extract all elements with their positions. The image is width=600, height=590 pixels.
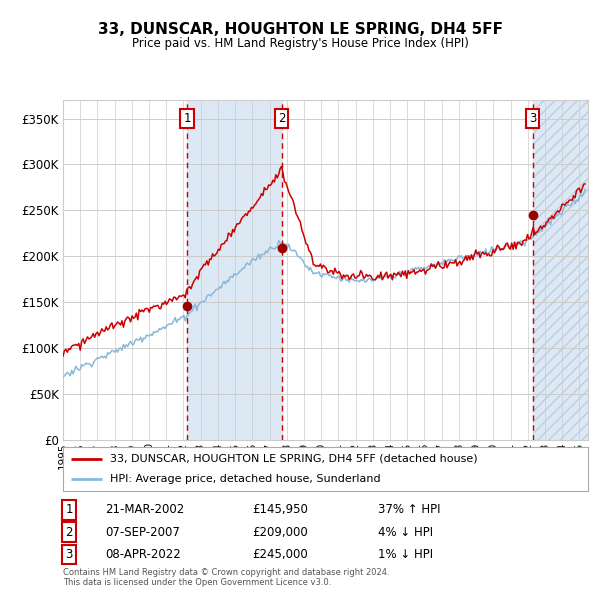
Text: 33, DUNSCAR, HOUGHTON LE SPRING, DH4 5FF: 33, DUNSCAR, HOUGHTON LE SPRING, DH4 5FF [97,22,503,37]
Text: £145,950: £145,950 [252,503,308,516]
Text: 3: 3 [65,548,73,561]
Text: 21-MAR-2002: 21-MAR-2002 [105,503,184,516]
Text: 07-SEP-2007: 07-SEP-2007 [105,526,180,539]
Text: Price paid vs. HM Land Registry's House Price Index (HPI): Price paid vs. HM Land Registry's House … [131,37,469,50]
Bar [187,100,282,440]
Text: £209,000: £209,000 [252,526,308,539]
Text: 08-APR-2022: 08-APR-2022 [105,548,181,561]
Text: 3: 3 [529,112,536,125]
Text: 2: 2 [278,112,286,125]
Bar [533,100,588,440]
Text: 1: 1 [65,503,73,516]
Text: 4% ↓ HPI: 4% ↓ HPI [378,526,433,539]
Text: 33, DUNSCAR, HOUGHTON LE SPRING, DH4 5FF (detached house): 33, DUNSCAR, HOUGHTON LE SPRING, DH4 5FF… [110,454,478,464]
Bar [533,100,588,440]
Text: 1% ↓ HPI: 1% ↓ HPI [378,548,433,561]
Text: Contains HM Land Registry data © Crown copyright and database right 2024.
This d: Contains HM Land Registry data © Crown c… [63,568,389,587]
Text: 2: 2 [65,526,73,539]
Text: 37% ↑ HPI: 37% ↑ HPI [378,503,440,516]
Text: 1: 1 [184,112,191,125]
Text: £245,000: £245,000 [252,548,308,561]
Text: HPI: Average price, detached house, Sunderland: HPI: Average price, detached house, Sund… [110,474,381,484]
